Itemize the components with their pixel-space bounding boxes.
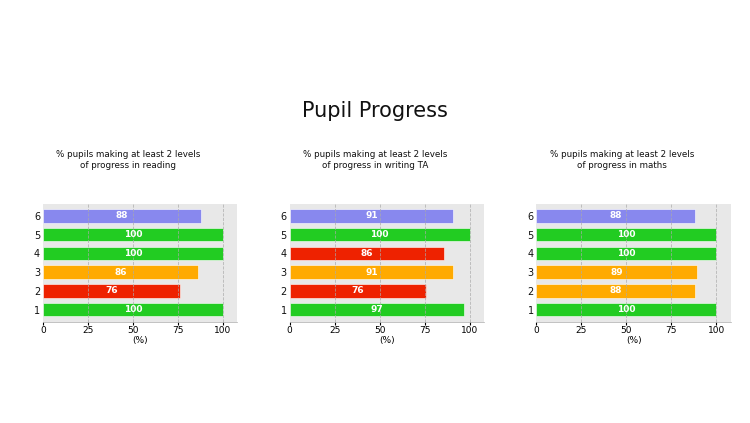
Bar <box>290 228 470 241</box>
Text: 2: The Five Islands School: 2: The Five Islands School <box>15 375 156 385</box>
Text: 6: National Average: 6: National Average <box>390 398 498 408</box>
Text: 5: Lowbrook Academy: 5: Lowbrook Academy <box>390 375 511 385</box>
Text: Topline: Topline <box>100 61 154 76</box>
Text: 100: 100 <box>617 249 636 258</box>
Bar <box>43 209 201 222</box>
Text: Comparing 5 schools: Comparing 5 schools <box>309 30 441 43</box>
X-axis label: (%): (%) <box>379 336 394 345</box>
Bar <box>536 209 694 222</box>
Text: 1: Sir John Cass’s Foundation Primary Sc...: 1: Sir John Cass’s Foundation Primary Sc… <box>15 352 245 362</box>
Text: 88: 88 <box>609 212 622 220</box>
Bar <box>290 247 445 260</box>
Bar <box>536 247 716 260</box>
X-axis label: (%): (%) <box>132 336 148 345</box>
Bar <box>536 303 716 316</box>
Text: 100: 100 <box>124 305 142 314</box>
Text: % pupils making at least 2 levels
of progress in maths: % pupils making at least 2 levels of pro… <box>550 151 694 170</box>
Text: Key Stage 2
Test Results: Key Stage 2 Test Results <box>592 58 660 80</box>
Text: 88: 88 <box>116 212 128 220</box>
Text: Pupil Progress: Pupil Progress <box>302 102 448 121</box>
Text: 86: 86 <box>114 268 127 277</box>
Bar <box>536 265 697 279</box>
X-axis label: (%): (%) <box>626 336 641 345</box>
Text: Pupil Progress: Pupil Progress <box>307 60 443 78</box>
Bar <box>290 209 454 222</box>
Bar <box>43 265 198 279</box>
Text: 89: 89 <box>610 268 622 277</box>
Bar <box>536 228 716 241</box>
Text: 100: 100 <box>124 249 142 258</box>
Bar <box>536 284 694 297</box>
Text: 3: Alban VA Church of England Academy: 3: Alban VA Church of England Academy <box>15 398 236 408</box>
Bar <box>43 303 223 316</box>
Text: ❬: ❬ <box>22 60 38 78</box>
Text: 76: 76 <box>105 286 118 295</box>
Text: Back: Back <box>49 12 86 27</box>
Text: 100: 100 <box>124 230 142 239</box>
Bar <box>43 284 180 297</box>
Text: 100: 100 <box>370 230 389 239</box>
Bar <box>290 284 427 297</box>
Text: % pupils making at least 2 levels
of progress in writing TA: % pupils making at least 2 levels of pro… <box>303 151 447 170</box>
Text: 91: 91 <box>365 212 378 220</box>
Bar <box>43 228 223 241</box>
Bar <box>43 247 223 260</box>
Bar <box>290 303 464 316</box>
Text: Favourite Schools: Favourite Schools <box>285 7 465 25</box>
Text: 86: 86 <box>361 249 374 258</box>
Text: 100: 100 <box>617 305 636 314</box>
Text: % pupils making at least 2 levels
of progress in reading: % pupils making at least 2 levels of pro… <box>56 151 200 170</box>
Text: 100: 100 <box>617 230 636 239</box>
Text: ❬: ❬ <box>19 11 34 28</box>
Text: 88: 88 <box>609 286 622 295</box>
Text: 4: The King’s (the Cathedral) School: 4: The King’s (the Cathedral) School <box>390 352 587 362</box>
Text: ❭: ❭ <box>712 60 728 78</box>
Text: 91: 91 <box>365 268 378 277</box>
Text: 97: 97 <box>370 305 383 314</box>
Bar <box>290 265 454 279</box>
Text: 76: 76 <box>352 286 364 295</box>
